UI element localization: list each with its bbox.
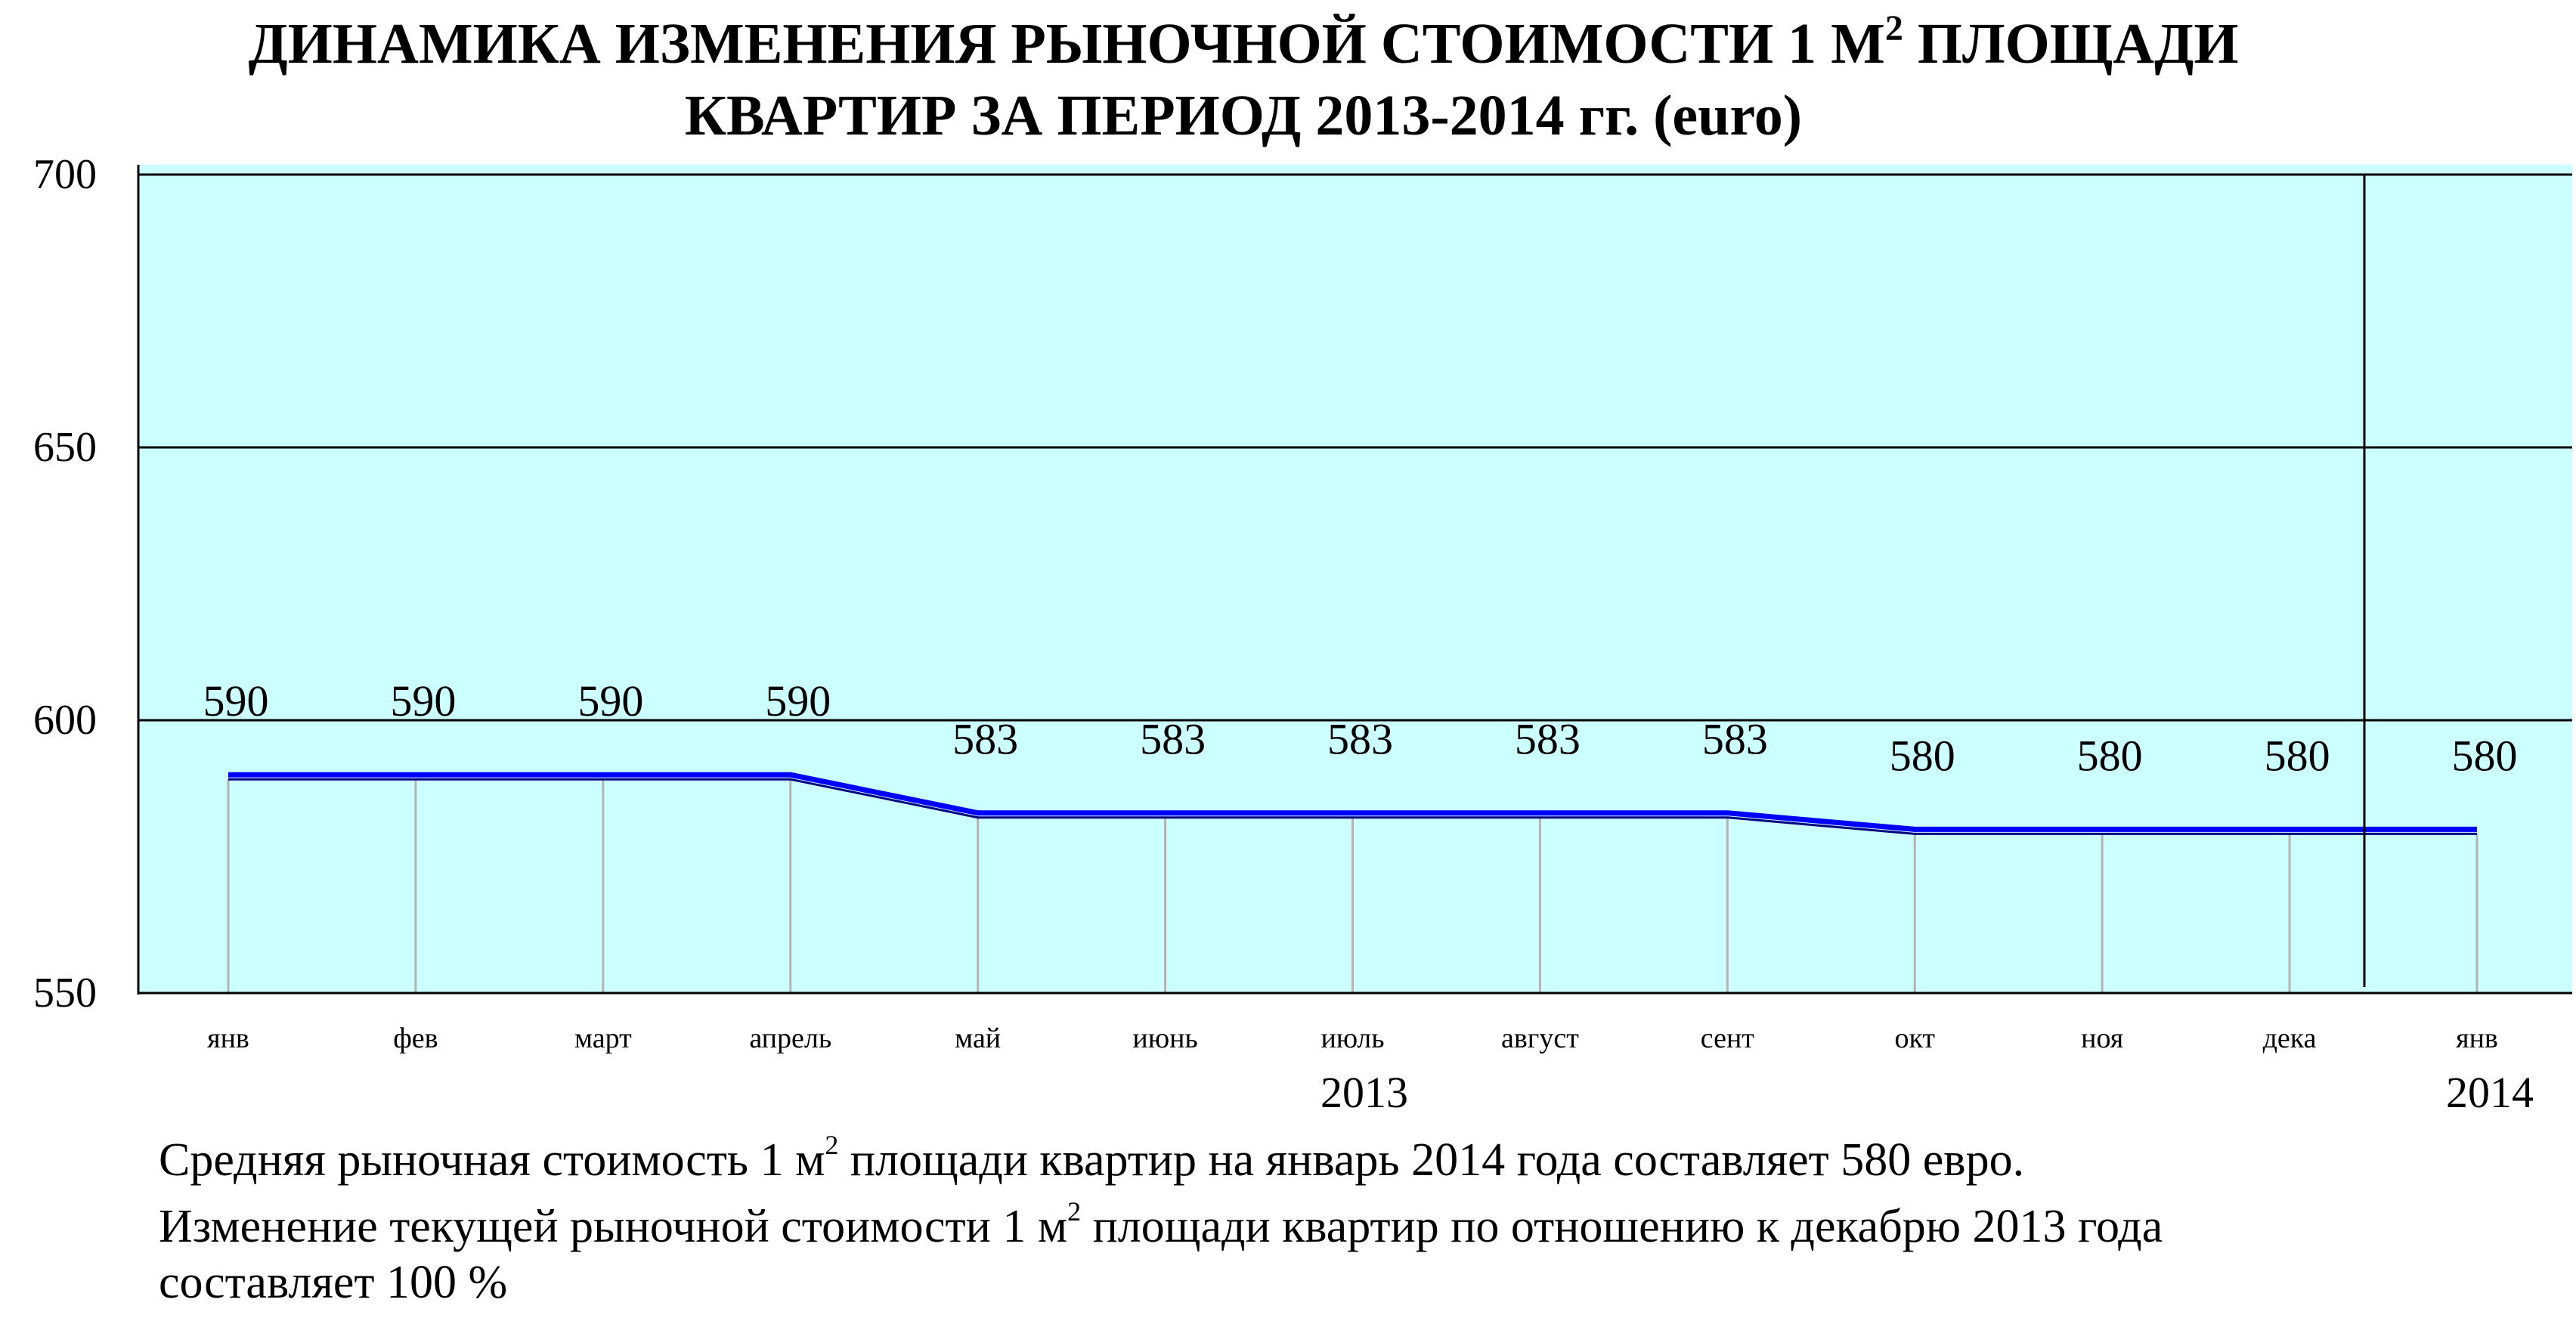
y-tick-700: 700 bbox=[33, 151, 97, 198]
x-tick-label: фев bbox=[393, 1023, 438, 1054]
series-line-shadow bbox=[228, 778, 2477, 835]
data-label: 590 bbox=[577, 676, 643, 726]
chart-title-line2: КВАРТИР ЗА ПЕРИОД 2013-2014 гг. (euro) bbox=[685, 84, 1802, 147]
data-label: 583 bbox=[1515, 715, 1581, 764]
data-label: 580 bbox=[2265, 731, 2330, 780]
drop-lines bbox=[227, 779, 2478, 993]
y-tick-600: 600 bbox=[33, 697, 97, 744]
x-axis-ticks: янв фев март апрель май июнь июль август сент окт… bbox=[207, 1023, 2498, 1054]
data-label: 590 bbox=[203, 676, 269, 726]
data-label: 580 bbox=[2452, 731, 2518, 780]
data-label: 583 bbox=[1702, 715, 1768, 764]
x-tick-label: июль bbox=[1321, 1023, 1384, 1054]
summary-line-3: составляет 100 % bbox=[159, 1257, 508, 1308]
x-tick-label: дека bbox=[2263, 1023, 2317, 1054]
x-tick-label: март bbox=[574, 1023, 632, 1054]
data-label: 580 bbox=[1890, 731, 1955, 780]
x-tick-label: окт bbox=[1894, 1023, 1935, 1054]
x-tick-label: янв bbox=[2456, 1023, 2498, 1054]
series-lines bbox=[228, 772, 2477, 835]
data-label: 583 bbox=[1140, 715, 1206, 764]
plot-area bbox=[138, 165, 2572, 993]
data-label: 583 bbox=[1327, 715, 1393, 764]
series-line bbox=[228, 772, 2477, 832]
year-label-2014: 2014 bbox=[2446, 1068, 2534, 1117]
summary-line-1: Средняя рыночная стоимость 1 м2 площади … bbox=[159, 1130, 2025, 1186]
summary-line-2: Изменение текущей рыночной стоимости 1 м… bbox=[159, 1196, 2163, 1252]
data-labels: 590 590 590 590 583 583 583 583 583 580 580 580 580 bbox=[203, 676, 2518, 780]
data-label: 583 bbox=[952, 715, 1018, 764]
y-axis-ticks: 550 600 650 700 bbox=[33, 151, 97, 1016]
x-tick-label: янв bbox=[207, 1023, 249, 1054]
x-tick-label: апрель bbox=[749, 1023, 831, 1054]
grid-lines bbox=[138, 173, 2572, 722]
x-tick-label: июнь bbox=[1132, 1023, 1197, 1054]
x-tick-label: сент bbox=[1701, 1023, 1755, 1054]
year-label-2013: 2013 bbox=[1321, 1068, 1408, 1117]
data-label: 580 bbox=[2077, 731, 2143, 780]
chart-title-line1: ДИНАМИКА ИЗМЕНЕНИЯ РЫНОЧНОЙ СТОИМОСТИ 1 … bbox=[249, 8, 2239, 76]
y-tick-550: 550 bbox=[33, 970, 97, 1016]
x-tick-label: август bbox=[1501, 1023, 1579, 1054]
x-tick-label: ноя bbox=[2081, 1023, 2123, 1054]
data-label: 590 bbox=[390, 676, 456, 726]
x-tick-label: май bbox=[955, 1023, 1001, 1054]
data-label: 590 bbox=[765, 676, 831, 726]
y-tick-650: 650 bbox=[33, 424, 97, 471]
